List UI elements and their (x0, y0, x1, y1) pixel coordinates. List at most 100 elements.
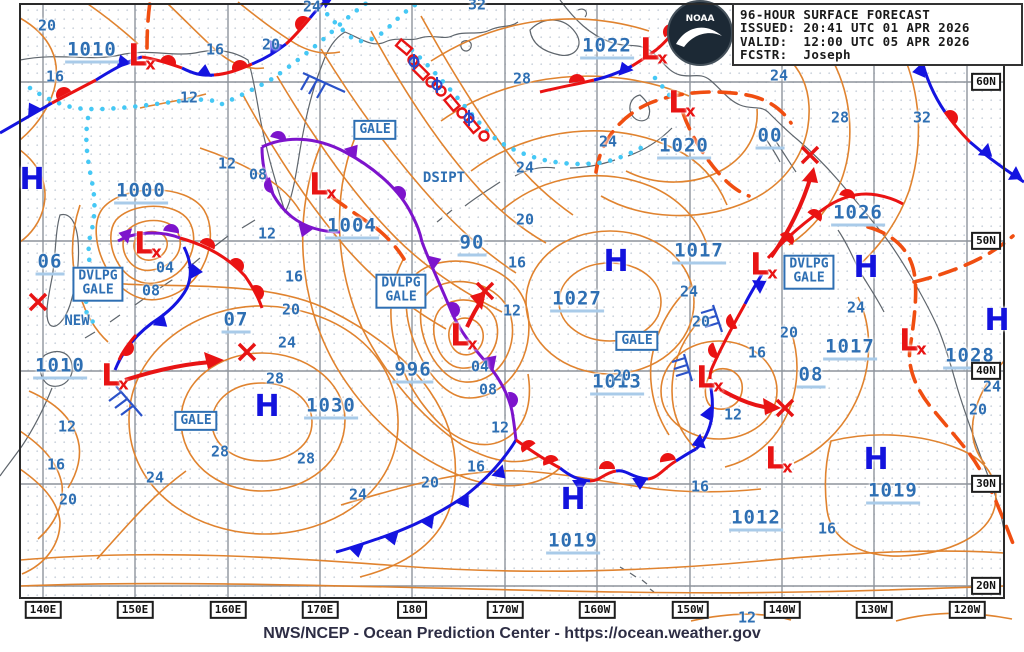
isobar-label: 16 (817, 519, 837, 538)
chart-caption: NWS/NCEP - Ocean Prediction Center - htt… (263, 625, 761, 642)
isobar-label: 28 (265, 369, 285, 388)
isobar-label: 28 (512, 69, 532, 88)
x-mark (237, 342, 257, 362)
map-text-label: NEW (64, 313, 90, 329)
isobar-label: 24 (846, 298, 866, 317)
longitude-label: 140W (763, 600, 801, 620)
trough-lines (145, 0, 1016, 548)
isobar-label: 28 (210, 442, 230, 461)
isobar-label: 12 (217, 154, 237, 173)
forecast-header-box: 96-HOUR SURFACE FORECAST ISSUED: 20:41 U… (732, 3, 1023, 66)
low-symbol: Lx (101, 358, 129, 394)
pressure-label: 08 (796, 365, 826, 389)
header-title: 96-HOUR SURFACE FORECAST (740, 7, 931, 22)
map-text-label: DSIPT (422, 170, 466, 186)
isobar-label: 24 (515, 158, 535, 177)
longitude-label: 180 (397, 600, 427, 620)
pressure-label: 1017 (672, 241, 726, 265)
noaa-gull-icon (676, 27, 722, 47)
x-mark (775, 398, 795, 418)
isobar-label: 16 (45, 67, 65, 86)
low-symbol: Lx (450, 318, 478, 354)
high-symbol: H (603, 244, 629, 279)
isobar-label: 12 (502, 301, 522, 320)
pressure-label: 1017 (823, 337, 877, 361)
isobar-label: 16 (466, 457, 486, 476)
longitude-label: 150W (671, 600, 709, 620)
pressure-label: 1012 (729, 508, 783, 532)
pressure-label: 1010 (33, 356, 87, 380)
isobar-label: 12 (57, 417, 77, 436)
high-symbol: H (254, 389, 280, 424)
longitude-label: 140E (24, 600, 62, 620)
longitude-label: 160W (578, 600, 616, 620)
pressure-label: 1013 (590, 372, 644, 396)
header-issued: ISSUED: 20:41 UTC 01 APR 2026 (740, 20, 970, 36)
low-symbol: Lx (640, 32, 668, 68)
longitude-label: 130W (855, 600, 893, 620)
isobar-label: 08 (141, 281, 161, 300)
warning-box-label: GALE (353, 119, 397, 141)
high-symbol: H (853, 250, 879, 285)
isobar-label: 16 (507, 253, 527, 272)
x-mark (475, 281, 495, 301)
pressure-label: 90 (457, 233, 487, 257)
low-symbol: Lx (128, 38, 156, 74)
isobar-label: 04 (470, 357, 490, 376)
warning-box-label: DVLPG GALE (375, 273, 427, 309)
isobar-label: 24 (302, 0, 322, 16)
isobar-label: 32 (467, 0, 487, 14)
header-valid: VALID: 12:00 UTC 05 APR 2026 (740, 33, 970, 49)
low-symbol: Lx (899, 323, 927, 359)
wind-barbs (108, 71, 724, 417)
isobar-label: 16 (205, 40, 225, 59)
isobar-label: 24 (348, 485, 368, 504)
isobar-label: 16 (46, 455, 66, 474)
isobar-label: 28 (296, 449, 316, 468)
warning-box-label: DVLPG GALE (72, 266, 124, 302)
longitude-label: 170W (486, 600, 524, 620)
low-symbol: Lx (309, 167, 337, 203)
isobar-label: 20 (281, 300, 301, 319)
warning-box-label: GALE (615, 330, 659, 352)
isobars (19, 1, 1013, 622)
pressure-label: 1026 (831, 203, 885, 227)
isobar-label: 24 (679, 282, 699, 301)
isobar-label: 20 (515, 210, 535, 229)
map-dot-texture (20, 4, 1004, 598)
pressure-label: 06 (35, 252, 65, 276)
pressure-label: 1019 (866, 481, 920, 505)
longitude-label: 160E (209, 600, 247, 620)
isobar-label: 20 (968, 400, 988, 419)
isobar-label: 20 (691, 312, 711, 331)
latlon-grid (20, 4, 1004, 598)
isobar-label: 08 (478, 380, 498, 399)
pressure-label: 00 (755, 126, 785, 150)
isobar-label: 24 (145, 468, 165, 487)
pressure-label: 1028 (943, 346, 997, 370)
latitude-label: 40N (971, 361, 1001, 381)
isobar-label: 12 (257, 224, 277, 243)
isobar-label: 20 (261, 35, 281, 54)
longitude-label: 170E (301, 600, 339, 620)
pressure-label: 1030 (304, 396, 358, 420)
isobar-label: 20 (612, 366, 632, 385)
pressure-label: 1027 (550, 289, 604, 313)
isobar-label: 16 (284, 267, 304, 286)
pressure-label: 1010 (65, 40, 119, 64)
isobar-label: 20 (37, 16, 57, 35)
isobar-label: 20 (779, 323, 799, 342)
isobar-label: 04 (155, 258, 175, 277)
low-symbol: Lx (765, 441, 793, 477)
pressure-label: 1000 (114, 181, 168, 205)
pressure-label: 1019 (546, 531, 600, 555)
isobar-label: 12 (490, 418, 510, 437)
isobar-label: 16 (747, 343, 767, 362)
low-symbol: Lx (134, 226, 162, 262)
high-symbol: H (19, 162, 45, 197)
latitude-label: 30N (971, 474, 1001, 494)
latitude-label: 50N (971, 231, 1001, 251)
isobar-label: 24 (982, 377, 1002, 396)
low-symbol: Lx (750, 247, 778, 283)
